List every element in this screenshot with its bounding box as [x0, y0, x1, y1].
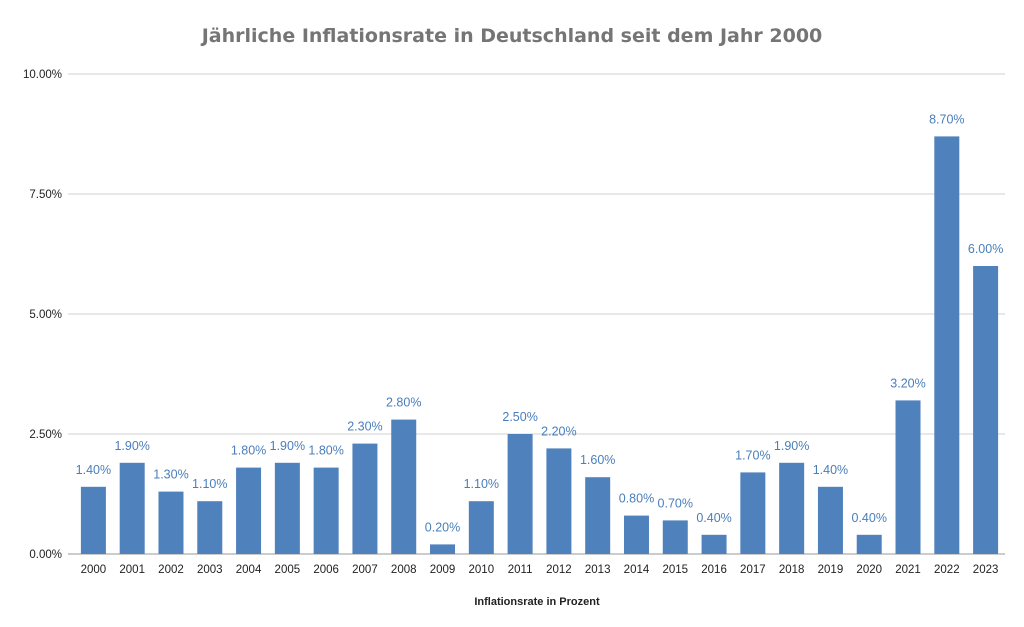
- bar-2010: [468, 501, 494, 554]
- y-tick-label: 0.00%: [29, 549, 62, 561]
- bar-2013: [585, 477, 611, 554]
- x-tick-label: 2001: [119, 564, 145, 576]
- bar-2008: [391, 419, 417, 554]
- x-tick-label: 2015: [662, 564, 688, 576]
- bar-2001: [119, 462, 145, 554]
- x-tick-label: 2017: [740, 564, 766, 576]
- y-tick-label: 7.50%: [29, 189, 62, 201]
- data-label: 1.90%: [270, 439, 305, 453]
- bar-2014: [623, 515, 649, 554]
- chart-title: Jährliche Inflationsrate in Deutschland …: [200, 25, 823, 47]
- data-label: 3.20%: [890, 376, 925, 390]
- bar-2003: [197, 501, 223, 554]
- x-tick-label: 2008: [391, 564, 417, 576]
- x-tick-label: 2009: [430, 564, 456, 576]
- data-label: 1.10%: [192, 477, 227, 491]
- y-tick-label: 10.00%: [23, 69, 62, 81]
- data-label: 1.30%: [153, 468, 188, 482]
- bar-2002: [158, 491, 184, 554]
- bar-2007: [352, 443, 378, 554]
- data-label: 0.40%: [696, 511, 731, 525]
- data-label: 8.70%: [929, 112, 964, 126]
- bar-2023: [973, 266, 999, 554]
- bar-2012: [546, 448, 572, 554]
- data-label: 1.10%: [464, 477, 499, 491]
- data-label: 1.80%: [308, 444, 343, 458]
- x-tick-label: 2022: [934, 564, 960, 576]
- data-label: 2.20%: [541, 424, 576, 438]
- x-tick-label: 2020: [856, 564, 882, 576]
- bar-2021: [895, 400, 921, 554]
- data-label: 2.50%: [502, 410, 537, 424]
- data-label: 1.70%: [735, 448, 770, 462]
- bar-2017: [740, 472, 766, 554]
- x-tick-label: 2005: [275, 564, 301, 576]
- bar-2016: [701, 534, 727, 554]
- x-tick-label: 2013: [585, 564, 611, 576]
- data-label: 0.80%: [619, 492, 654, 506]
- data-label: 1.40%: [813, 463, 848, 477]
- x-tick-label: 2010: [469, 564, 495, 576]
- bar-2019: [817, 486, 843, 554]
- x-tick-label: 2016: [701, 564, 727, 576]
- bar-2009: [430, 544, 456, 554]
- x-tick-label: 2004: [236, 564, 262, 576]
- x-tick-label: 2002: [158, 564, 184, 576]
- data-label: 1.40%: [76, 463, 111, 477]
- data-label: 2.30%: [347, 420, 382, 434]
- bar-2006: [313, 467, 339, 554]
- x-tick-label: 2007: [352, 564, 378, 576]
- x-axis-label: Inflationsrate in Prozent: [474, 596, 600, 608]
- data-label: 1.80%: [231, 444, 266, 458]
- y-tick-label: 2.50%: [29, 429, 62, 441]
- data-label: 0.70%: [658, 496, 693, 510]
- data-label: 6.00%: [968, 242, 1003, 256]
- bar-2022: [934, 136, 960, 554]
- bar-2004: [236, 467, 262, 554]
- x-tick-label: 2018: [779, 564, 805, 576]
- x-tick-label: 2019: [818, 564, 844, 576]
- bar-2018: [779, 462, 805, 554]
- x-tick-label: 2003: [197, 564, 223, 576]
- bar-2020: [856, 534, 882, 554]
- data-label: 1.90%: [774, 439, 809, 453]
- x-tick-label: 2000: [81, 564, 107, 576]
- data-label: 0.40%: [852, 511, 887, 525]
- bar-2005: [274, 462, 300, 554]
- bar-2011: [507, 434, 533, 554]
- x-tick-label: 2006: [313, 564, 339, 576]
- data-label: 1.90%: [114, 439, 149, 453]
- y-tick-label: 5.00%: [29, 309, 62, 321]
- data-label: 0.20%: [425, 520, 460, 534]
- bar-2000: [80, 486, 106, 554]
- x-tick-label: 2011: [508, 564, 533, 576]
- data-label: 1.60%: [580, 453, 615, 467]
- bar-2015: [662, 520, 688, 554]
- x-tick-label: 2023: [973, 564, 999, 576]
- data-label: 2.80%: [386, 396, 421, 410]
- x-tick-label: 2014: [624, 564, 650, 576]
- x-tick-label: 2021: [895, 564, 921, 576]
- x-tick-label: 2012: [546, 564, 572, 576]
